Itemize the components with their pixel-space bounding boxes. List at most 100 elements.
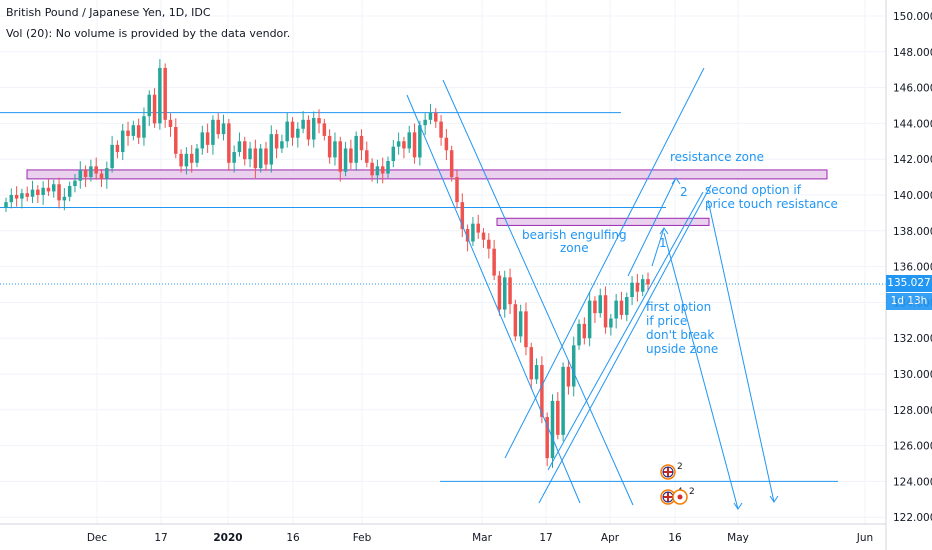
candle-down bbox=[529, 342, 534, 390]
candle-up bbox=[534, 358, 539, 384]
candle-down bbox=[174, 118, 178, 159]
event-count: 2 bbox=[689, 487, 695, 497]
candle-up bbox=[232, 145, 236, 173]
event-markers[interactable]: 242 bbox=[660, 462, 695, 505]
candle-up bbox=[614, 293, 618, 329]
candle-up bbox=[598, 288, 602, 318]
price-tick-label: 144.000 bbox=[893, 118, 932, 130]
candle-down bbox=[189, 145, 194, 173]
price-tick-label: 148.000 bbox=[893, 47, 932, 59]
candle-up bbox=[296, 122, 300, 148]
price-tick-label: 132.000 bbox=[893, 333, 932, 345]
first-option-label-1: first option bbox=[646, 300, 711, 314]
falling-channel-line-2 bbox=[442, 79, 634, 506]
price-tick-label: 128.000 bbox=[893, 405, 932, 417]
candle-down bbox=[359, 129, 364, 161]
candle-up bbox=[423, 113, 427, 136]
candle-up bbox=[428, 103, 433, 125]
price-tick-label: 146.000 bbox=[893, 83, 932, 95]
price-tick-label: 150.000 bbox=[893, 11, 932, 23]
candle-down bbox=[290, 117, 295, 146]
candle-down bbox=[57, 177, 61, 209]
bearish-engulfing-label-1: bearish engulfing bbox=[522, 228, 627, 242]
projection-arrow-1 bbox=[651, 227, 665, 267]
candle-down bbox=[646, 272, 650, 291]
trend-drawings[interactable] bbox=[406, 67, 779, 510]
candle-up bbox=[418, 120, 422, 166]
candle-down bbox=[274, 129, 279, 159]
candle-up bbox=[354, 131, 358, 171]
candle-up bbox=[120, 123, 125, 161]
price-axis[interactable]: 150.000 148.000 146.000 144.000 142.000 140.0… bbox=[885, 0, 932, 550]
candle-up bbox=[73, 174, 77, 193]
bearish-engulfing-zone-box bbox=[496, 217, 710, 226]
candle-up bbox=[237, 132, 242, 157]
bearish-engulfing-label-2: zone bbox=[560, 241, 589, 255]
candle-up bbox=[396, 132, 401, 155]
candle-down bbox=[492, 239, 496, 281]
time-tick-label: 16 bbox=[668, 532, 682, 544]
uk-flag-icon: 2 bbox=[660, 462, 683, 480]
candle-down bbox=[365, 141, 369, 168]
candle-up bbox=[195, 143, 199, 168]
candle-down bbox=[449, 145, 454, 182]
candle-down bbox=[402, 136, 406, 159]
candle-up bbox=[471, 217, 475, 247]
candle-up bbox=[9, 188, 14, 209]
candle-up bbox=[518, 304, 523, 343]
grid-lines bbox=[0, 0, 886, 524]
candle-down bbox=[524, 302, 528, 356]
candle-up bbox=[285, 112, 289, 148]
candle-down bbox=[317, 109, 321, 134]
time-tick-label: Dec bbox=[87, 532, 108, 544]
candle-up bbox=[52, 179, 56, 198]
time-axis[interactable]: Dec 17 2020 16 Feb Mar 17 Apr 16 May Jun bbox=[0, 523, 886, 544]
candle-down bbox=[556, 392, 560, 440]
candle-down bbox=[83, 165, 88, 187]
candle-up bbox=[4, 197, 8, 213]
candle-down bbox=[136, 118, 141, 144]
current-price-tag: 135.027 bbox=[886, 275, 932, 292]
time-tick-label: 17 bbox=[154, 532, 167, 544]
price-tick-label: 138.000 bbox=[893, 226, 932, 238]
projection-arrow-2 bbox=[627, 177, 677, 277]
candle-up bbox=[20, 188, 24, 209]
candle-down bbox=[603, 286, 608, 334]
arrow-head-icon bbox=[769, 495, 779, 503]
candle-down bbox=[36, 185, 40, 204]
arrow-head-icon bbox=[671, 177, 681, 185]
candle-down bbox=[370, 158, 374, 182]
rising-channel-lower bbox=[538, 184, 712, 504]
candle-up bbox=[269, 125, 274, 173]
candle-down bbox=[497, 271, 502, 316]
candle-down bbox=[380, 157, 385, 184]
candle-up bbox=[375, 159, 380, 184]
bar-countdown-tag: 1d 13h bbox=[886, 293, 932, 310]
candle-down bbox=[582, 317, 587, 345]
rising-channel-inner bbox=[547, 191, 704, 471]
event-count: 2 bbox=[677, 462, 683, 472]
candle-down bbox=[227, 118, 231, 171]
candle-down bbox=[593, 296, 597, 323]
candle-up bbox=[221, 114, 226, 141]
candle-down bbox=[163, 63, 167, 128]
candle-up bbox=[407, 125, 411, 153]
candle-down bbox=[14, 186, 19, 207]
candle-up bbox=[78, 161, 83, 189]
first-option-label-3: don't break bbox=[646, 328, 714, 342]
candle-up bbox=[142, 107, 146, 146]
time-tick-label: 16 bbox=[286, 532, 300, 544]
resistance-zone-label: resistance zone bbox=[670, 150, 764, 164]
candle-down bbox=[168, 113, 173, 137]
candle-up bbox=[105, 161, 109, 189]
symbol-title[interactable]: British Pound / Japanese Yen, 1D, IDC bbox=[6, 6, 211, 19]
resistance-zone-box bbox=[26, 169, 828, 180]
first-option-label-2: if price bbox=[646, 314, 687, 328]
candle-up bbox=[211, 115, 215, 155]
target-line-2 bbox=[707, 199, 775, 503]
time-tick-label: Mar bbox=[472, 532, 492, 544]
candle-up bbox=[311, 111, 316, 148]
candle-down bbox=[545, 412, 549, 467]
option-2-label: 2 bbox=[680, 185, 688, 199]
